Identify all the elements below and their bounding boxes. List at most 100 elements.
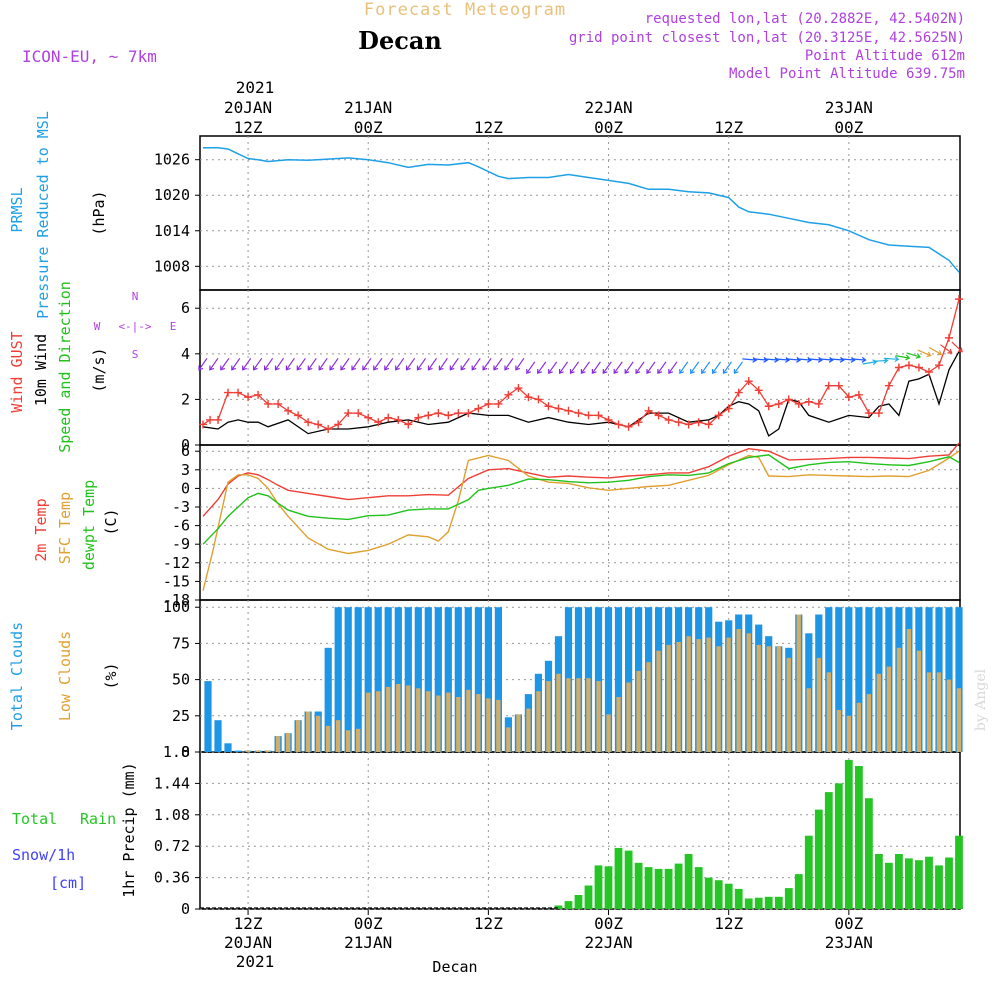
wind-direction-arrow [373, 357, 383, 371]
gust-marker [874, 409, 883, 418]
gust-marker [394, 415, 403, 424]
label-speed-direction: Speed and Direction [56, 281, 74, 453]
y-tick-label: -12 [163, 554, 190, 572]
precip-bar [664, 868, 673, 909]
label-dewpt-temp: dewpt Temp [80, 480, 98, 570]
low-cloud-bar [406, 685, 411, 752]
low-cloud-bar [556, 673, 561, 752]
y-tick-label: 2 [181, 390, 190, 408]
y-tick-label: -3 [172, 498, 190, 516]
panel-frame [199, 444, 961, 601]
low-cloud-bar [946, 679, 952, 752]
gust-marker [524, 393, 533, 402]
panel-frame [199, 135, 961, 291]
low-cloud-bar [736, 629, 741, 752]
low-cloud-bar [936, 672, 942, 752]
y-tick-label: 0 [181, 436, 190, 454]
y-tick-label: 0.72 [154, 837, 190, 855]
bottom-tick-hour: 12Z [714, 914, 743, 933]
panel-frame [199, 289, 961, 446]
y-tick-label: 0 [181, 900, 190, 918]
pressure-line [203, 147, 960, 273]
precip-bar [905, 858, 913, 909]
low-cloud-bar [546, 681, 551, 752]
low-cloud-bar [826, 672, 831, 752]
low-cloud-bar [926, 672, 932, 752]
gust-marker [664, 415, 673, 424]
wind-direction-arrow [264, 357, 274, 371]
low-cloud-bar [456, 697, 461, 752]
precip-bar [574, 895, 583, 909]
y-tick-label: 1.44 [154, 774, 190, 792]
precip-bar [594, 865, 603, 909]
wind-direction-arrow [559, 361, 569, 375]
total-cloud-bar [204, 681, 212, 752]
wind-direction-arrow [635, 361, 645, 375]
gust-marker [214, 415, 223, 424]
bottom-tick-date: 20JAN [224, 933, 272, 952]
gust-marker [844, 393, 853, 402]
compass-east: E [170, 320, 177, 333]
precip-bar [915, 860, 923, 909]
label-rain: Rain [80, 810, 116, 828]
precip-bar [624, 850, 633, 909]
gust-marker [544, 402, 553, 411]
wind-direction-arrow [775, 356, 791, 363]
total-cloud-bar [444, 607, 452, 752]
bottom-tick-date: 22JAN [584, 933, 632, 952]
total-cloud-bar [855, 607, 863, 752]
low-cloud-bar [275, 736, 281, 752]
bottom-year-label: 2021 [236, 952, 275, 971]
label-low-clouds: Low Clouds [56, 631, 74, 721]
label-celsius: (C) [102, 508, 120, 535]
wind-direction-arrow [307, 357, 317, 371]
top-tick-date: 20JAN [224, 98, 272, 117]
low-cloud-bar [346, 730, 351, 752]
low-cloud-bar [626, 682, 631, 752]
watermark: by Angel [973, 668, 989, 731]
total-cloud-bar [464, 607, 472, 752]
low-cloud-bar [606, 714, 611, 752]
top-tick-date: 23JAN [825, 98, 873, 117]
precip-bar [584, 885, 593, 909]
gust-marker [274, 399, 283, 408]
gust-marker [284, 406, 293, 415]
total-cloud-bar [344, 607, 352, 752]
gust-marker [294, 411, 303, 420]
gust-marker [554, 404, 563, 413]
precip-bar [865, 798, 873, 909]
total-cloud-bar [474, 607, 482, 752]
gust-marker [854, 390, 863, 399]
low-cloud-bar [255, 750, 261, 752]
total-cloud-bar [394, 607, 402, 752]
precip-bar [674, 863, 683, 909]
wind-direction-arrow [580, 361, 590, 375]
wind-direction-arrow [471, 357, 481, 371]
wind-direction-arrow [274, 357, 284, 371]
page-title: Decan [358, 26, 442, 55]
precip-bar [734, 888, 743, 909]
wind-direction-arrow [591, 361, 601, 375]
y-tick-label: 6 [181, 442, 190, 460]
gust-marker [584, 411, 593, 420]
label-1hr-precip: 1hr Precip (mm) [120, 762, 138, 897]
low-cloud-bar [596, 681, 601, 752]
top-year-label: 2021 [236, 78, 275, 97]
gust-marker [674, 418, 683, 427]
wind-direction-arrow [796, 356, 813, 363]
gust-marker [264, 399, 273, 408]
wind-direction-arrow [493, 357, 503, 371]
requested-lonlat: requested lon,lat (20.2882E, 42.5402N) [645, 11, 965, 27]
label-snow: Snow/1h [12, 846, 75, 864]
gridpoint-lonlat: grid point closest lon,lat (20.3125E, 42… [569, 30, 965, 46]
y-tick-label: 100 [163, 598, 190, 616]
gust-marker [754, 386, 763, 395]
low-cloud-bar [866, 694, 871, 752]
gust-marker [199, 420, 208, 429]
gust-marker [784, 395, 793, 404]
model-point-altitude: Model Point Altitude 639.75m [729, 66, 965, 82]
precip-bar [824, 792, 833, 909]
gust-marker [594, 411, 603, 420]
